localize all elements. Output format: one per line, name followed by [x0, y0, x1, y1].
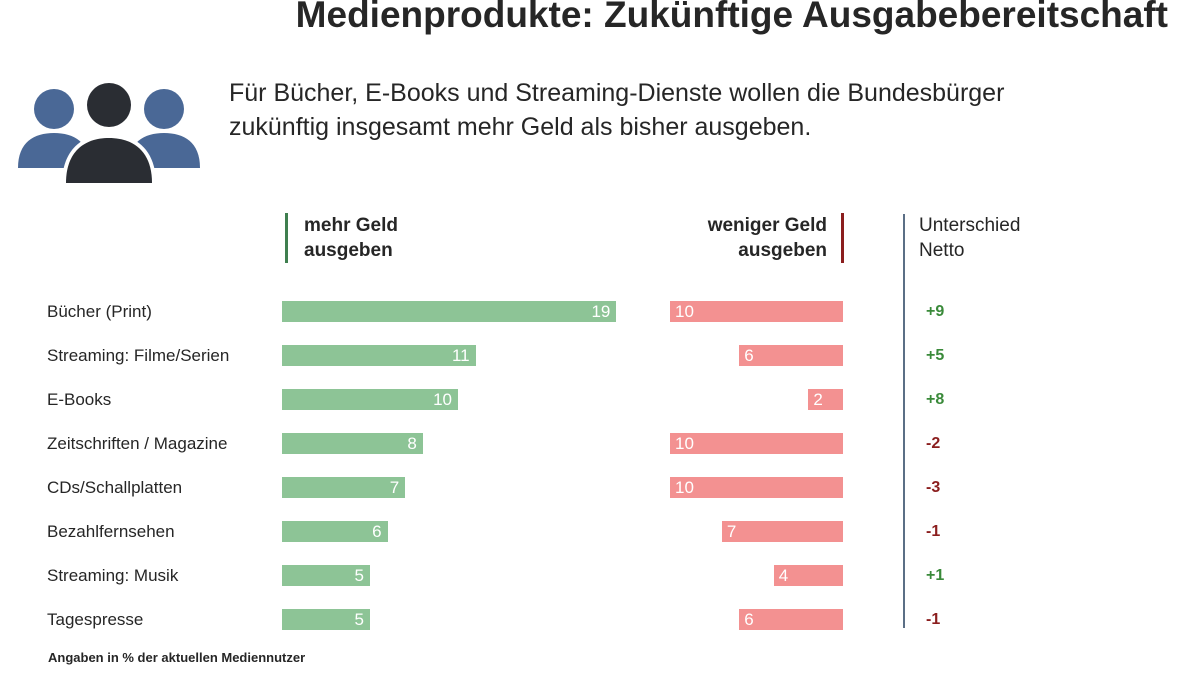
page-title: Medienprodukte: Zukünftige Ausgabebereit… [295, 0, 1168, 35]
bar-less-money [721, 521, 843, 542]
net-divider-line [903, 214, 905, 628]
category-label: Bücher (Print) [47, 302, 152, 321]
net-difference-value: -2 [926, 435, 941, 452]
bar-more-money [282, 477, 406, 498]
bar-more-money [282, 345, 476, 366]
bar-more-value-label: 5 [354, 610, 364, 629]
bar-less-money [808, 389, 843, 410]
bar-more-value-label: 19 [591, 302, 611, 321]
bar-less-value-label: 4 [778, 566, 789, 585]
person-center-head-fill [87, 83, 131, 127]
category-label: E-Books [47, 390, 112, 409]
bar-less-money [670, 477, 843, 498]
bar-more-money [282, 565, 370, 586]
net-difference-value: -3 [926, 479, 941, 496]
people-group-icon [18, 80, 200, 184]
bar-less-value-label: 10 [675, 434, 694, 453]
bar-less-value-label: 10 [675, 478, 694, 497]
bar-less-value-label: 7 [726, 522, 737, 541]
bar-more-money [282, 301, 617, 322]
bar-more-money [282, 521, 388, 542]
subtitle: Für Bücher, E-Books und Streaming-Dienst… [229, 76, 1189, 144]
header-less-money: weniger Geld ausgeben [560, 213, 844, 263]
bar-more-money [282, 609, 370, 630]
header-net-difference: Unterschied Netto [919, 213, 1020, 263]
bar-more-value-label: 7 [389, 478, 400, 497]
bar-less-money [739, 609, 843, 630]
header-more-line-1: mehr Geld [304, 215, 398, 236]
category-label: Streaming: Filme/Serien [47, 346, 230, 365]
bar-less-money [670, 433, 843, 454]
footnote: Angaben in % der aktuellen Mediennutzer [48, 650, 306, 665]
person-left-head [34, 89, 74, 129]
bar-less-money [739, 345, 843, 366]
bar-less-money [670, 301, 843, 322]
category-label: Zeitschriften / Magazine [47, 434, 228, 453]
category-label: Tagespresse [47, 610, 144, 629]
bar-less-value-label: 2 [813, 390, 823, 409]
bar-more-value-label: 5 [354, 566, 364, 585]
bar-more-value-label: 10 [433, 390, 452, 409]
net-difference-value: -1 [926, 611, 941, 628]
net-difference-value: -1 [926, 523, 941, 540]
header-less-line-1: weniger Geld [707, 215, 827, 236]
subtitle-line-1: Für Bücher, E-Books und Streaming-Dienst… [229, 79, 1005, 107]
bar-more-value-label: 11 [451, 346, 470, 365]
category-label: Bezahlfernsehen [47, 522, 175, 541]
category-label: CDs/Schallplatten [47, 478, 183, 497]
bar-less-value-label: 10 [675, 302, 694, 321]
bar-less-value-label: 6 [744, 346, 754, 365]
subtitle-line-2: zukünftig insgesamt mehr Geld als bisher… [229, 113, 812, 141]
header-net-line-2: Netto [919, 240, 965, 261]
net-difference-value: +8 [926, 391, 945, 408]
net-difference-value: +5 [926, 347, 945, 364]
header-more-line-2: ausgeben [304, 240, 393, 261]
bar-more-money [282, 433, 423, 454]
net-difference-value: +9 [926, 303, 945, 320]
person-right-head [144, 89, 184, 129]
net-difference-value: +1 [926, 567, 945, 584]
bar-more-value-label: 6 [372, 522, 382, 541]
header-net-line-1: Unterschied [919, 215, 1021, 236]
category-label: Streaming: Musik [47, 566, 179, 585]
bar-less-money [773, 565, 843, 586]
header-less-line-2: ausgeben [738, 240, 827, 261]
bar-less-value-label: 6 [744, 610, 754, 629]
person-center-body-fill [66, 138, 152, 183]
header-more-money: mehr Geld ausgeben [285, 213, 398, 263]
bar-more-value-label: 8 [407, 434, 417, 453]
bar-more-money [282, 389, 458, 410]
